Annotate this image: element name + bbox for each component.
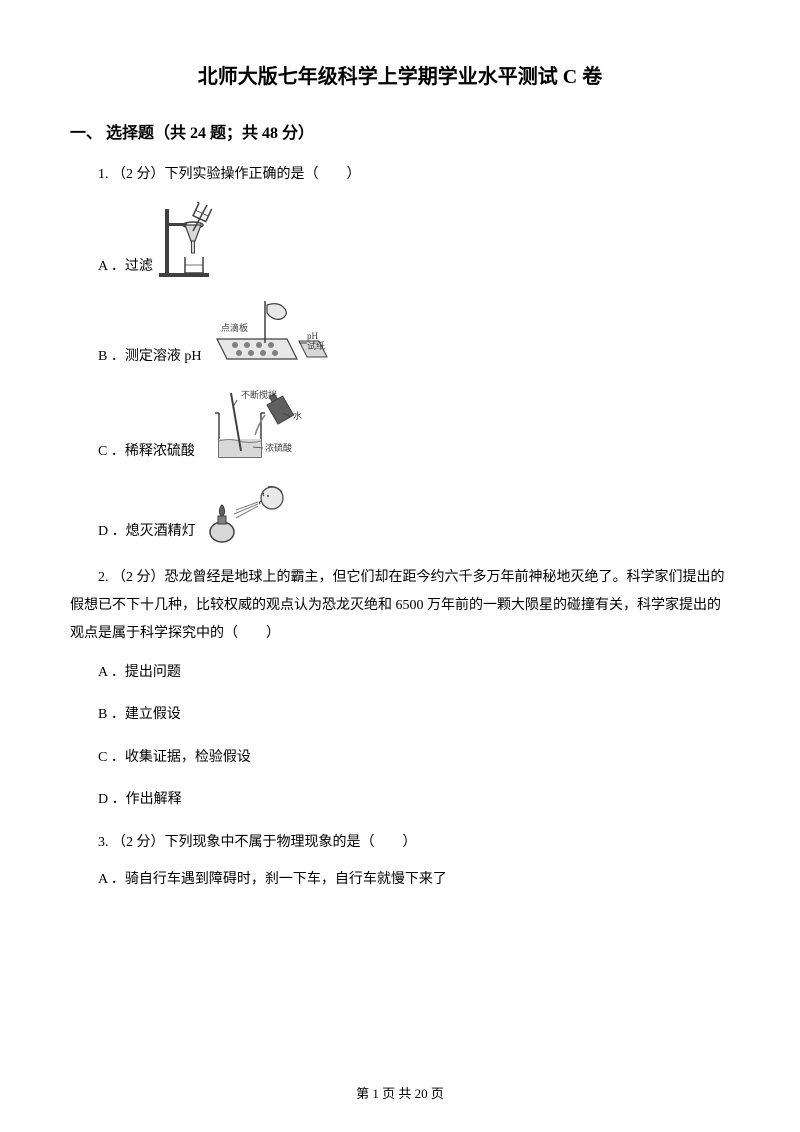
q2-stem: 2. （2 分）恐龙曾经是地球上的霸主，但它们却在距今约六千多万年前神秘地灭绝了… (70, 564, 730, 648)
label-plate: 点滴板 (221, 322, 248, 333)
q1-option-c: C ．稀释浓硫酸 不断搅拌 水 浓硫酸 (98, 389, 730, 464)
q2-option-c: C ．收集证据，检验假设 (98, 747, 730, 769)
page-footer: 第 1 页 共 20 页 (0, 1083, 800, 1102)
q1-option-a: A ．过滤 (98, 201, 730, 279)
ph-diagram: 点滴板 pH 试纸 (207, 299, 337, 369)
label-water: 水 (293, 410, 302, 421)
lamp-diagram (202, 484, 297, 544)
q1-option-b: B ．测定溶液 pH 点滴板 pH 试纸 (98, 299, 730, 369)
option-label: B ．测定溶液 pH (98, 346, 201, 368)
q2-option-a: A ．提出问题 (98, 662, 730, 684)
section-header: 一、 选择题（共 24 题；共 48 分） (70, 119, 730, 143)
label-ph: pH (307, 331, 319, 341)
q1-option-d: D ．熄灭酒精灯 (98, 484, 730, 544)
dilute-diagram: 不断搅拌 水 浓硫酸 (201, 389, 331, 464)
option-label: C ．稀释浓硫酸 (98, 441, 195, 463)
label-stir: 不断搅拌 (241, 389, 277, 400)
q3-option-a: A ．骑自行车遇到障碍时，刹一下车，自行车就慢下来了 (98, 869, 730, 891)
q2-option-b: B ．建立假设 (98, 704, 730, 726)
q1-stem: 1. （2 分）下列实验操作正确的是（ ） (98, 163, 730, 187)
option-label: D ．熄灭酒精灯 (98, 521, 196, 543)
label-paper: 试纸 (307, 340, 325, 351)
q3-stem: 3. （2 分）下列现象中不属于物理现象的是（ ） (98, 831, 730, 855)
q2-option-d: D ．作出解释 (98, 789, 730, 811)
page-title: 北师大版七年级科学上学期学业水平测试 C 卷 (70, 60, 730, 89)
filter-diagram (159, 201, 229, 279)
label-acid: 浓硫酸 (265, 442, 292, 453)
option-label: A ．过滤 (98, 256, 153, 278)
